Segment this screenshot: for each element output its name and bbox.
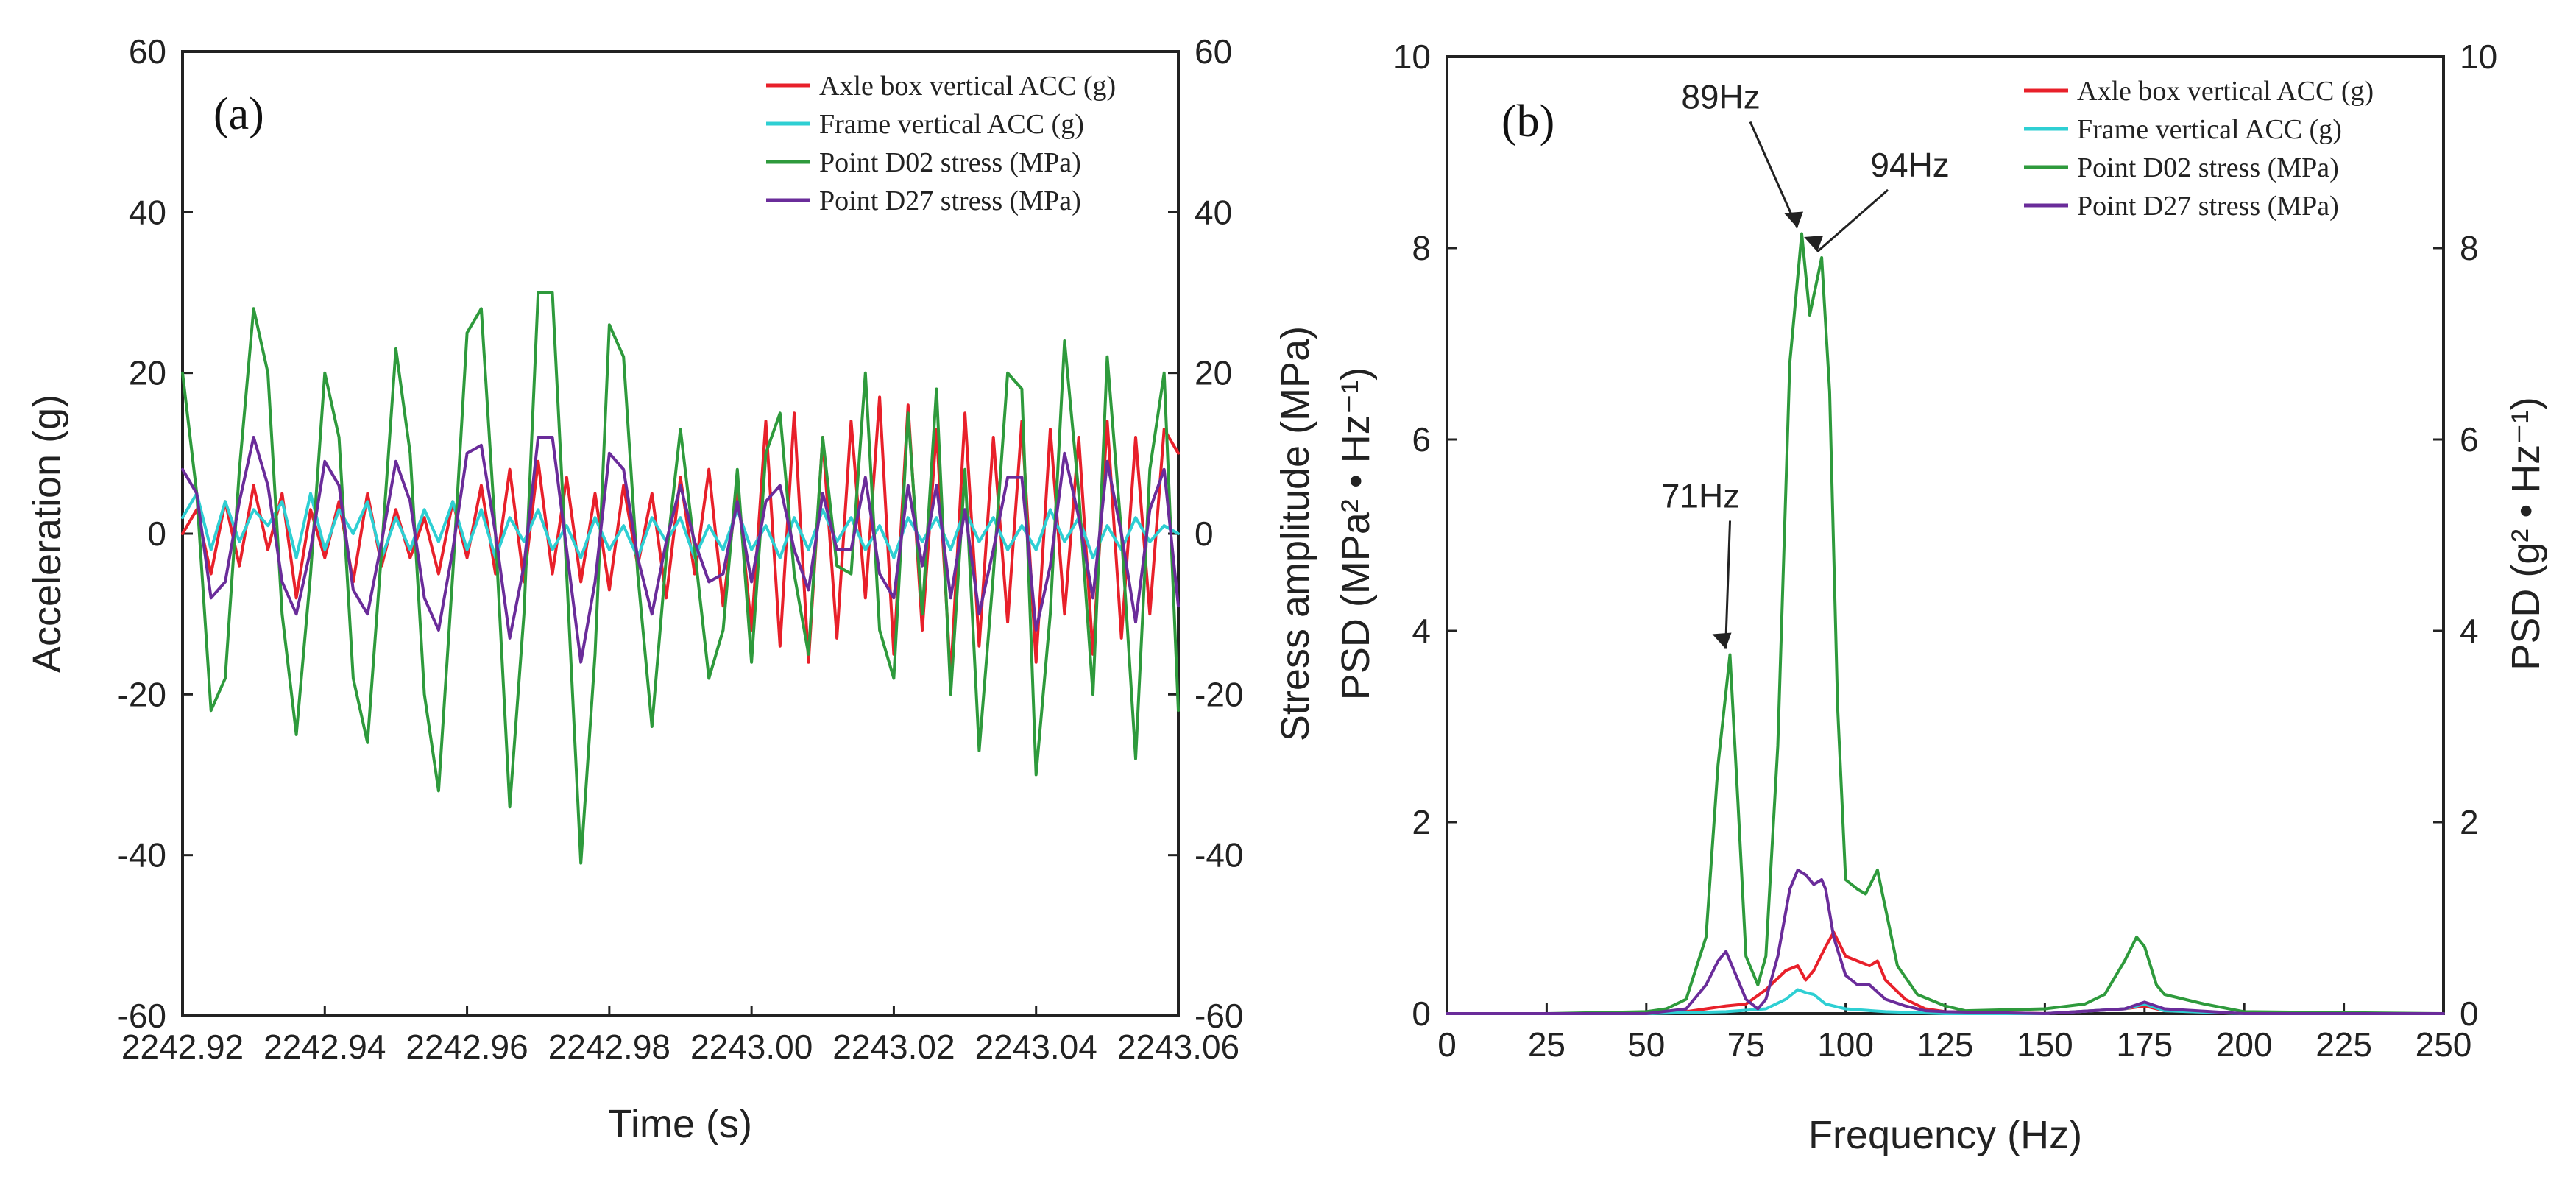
y-tick-label-right: 4	[2460, 612, 2479, 650]
panel-a-ylabel-right: Stress amplitude (MPa)	[1273, 326, 1317, 741]
x-tick-label: 75	[1727, 1025, 1765, 1064]
y-tick-label-right: 60	[1195, 32, 1232, 71]
panel-a-tag: (a)	[213, 89, 264, 139]
panel-b-xlabel: Frequency (Hz)	[1808, 1113, 2082, 1157]
y-tick-label: 2	[1412, 803, 1431, 841]
panel-b-tag: (b)	[1501, 96, 1554, 146]
x-tick-label: 100	[1817, 1025, 1874, 1064]
series-line-frame-vertical-acc-g	[181, 492, 1180, 559]
legend-entry: Point D27 stress (MPa)	[2077, 191, 2339, 222]
x-tick-label: 0	[1437, 1025, 1457, 1064]
x-tick-label: 2242.98	[548, 1028, 670, 1066]
y-tick-label-right: 2	[2460, 803, 2479, 841]
panel-b-series	[1446, 232, 2445, 1015]
x-tick-label: 200	[2216, 1025, 2273, 1064]
y-tick-label-right: 0	[2460, 994, 2479, 1033]
annotation-arrow	[1749, 121, 1799, 229]
annotation-arrow	[1816, 188, 1889, 253]
panel-a-legend: Axle box vertical ACC (g) Frame vertical …	[766, 71, 1116, 216]
panel-a-series	[181, 291, 1180, 865]
x-tick-label: 2242.92	[121, 1028, 244, 1066]
x-tick-label: 2243.02	[832, 1028, 955, 1066]
y-tick-label-right: 0	[1195, 515, 1214, 553]
y-tick-label: -60	[118, 997, 166, 1035]
panel-b-legend: Axle box vertical ACC (g) Frame vertical …	[2024, 76, 2374, 222]
annotation-arrowhead	[1712, 632, 1732, 649]
panel-a-y-ticks-right: 60 40 20 0 -20 -40 -60	[1168, 32, 1243, 1035]
annotation-label: 94Hz	[1870, 146, 1949, 184]
panel-b-y-ticks-right: 10 8 6 4 2 0	[2433, 38, 2497, 1033]
y-tick-label-right: -60	[1195, 997, 1243, 1035]
legend-entry: Axle box vertical ACC (g)	[2077, 76, 2374, 107]
series-line-point-d02-stress-mpa	[181, 291, 1180, 865]
y-tick-label-right: 40	[1195, 193, 1232, 231]
x-tick-label: 2242.96	[406, 1028, 528, 1066]
panel-b-x-ticks: 0 25 50 75 100 125 150 175 200 225 250	[1437, 1003, 2471, 1064]
y-tick-label-right: -20	[1195, 675, 1243, 713]
y-tick-label-right: 6	[2460, 420, 2479, 459]
panel-a-y-ticks: 60 40 20 0 -20 -40 -60	[118, 32, 193, 1035]
panel-a-ylabel: Acceleration (g)	[25, 395, 69, 673]
panel-a-xlabel: Time (s)	[608, 1102, 752, 1146]
x-tick-label: 25	[1528, 1025, 1565, 1064]
y-tick-label-right: 10	[2460, 38, 2497, 76]
x-tick-label: 50	[1627, 1025, 1665, 1064]
series-line-axle-box-vertical-acc-g	[1446, 930, 2445, 1015]
x-tick-label: 2242.94	[263, 1028, 386, 1066]
y-tick-label: 4	[1412, 612, 1431, 650]
y-tick-label-right: 8	[2460, 229, 2479, 267]
series-line-point-d27-stress-mpa	[1446, 869, 2445, 1015]
annotation-label: 71Hz	[1661, 477, 1740, 515]
y-tick-label: 0	[147, 515, 166, 553]
x-tick-label: 175	[2116, 1025, 2173, 1064]
x-tick-label: 2243.04	[975, 1028, 1097, 1066]
panel-a-x-ticks: 2242.92 2242.94 2242.96 2242.98 2243.00 2243.…	[121, 1006, 1239, 1066]
x-tick-label: 150	[2017, 1025, 2073, 1064]
y-tick-label: 40	[129, 193, 166, 231]
annotation-arrow	[1724, 520, 1732, 649]
x-tick-label: 250	[2416, 1025, 2472, 1064]
annotation-label: 89Hz	[1681, 78, 1760, 116]
y-tick-label: 6	[1412, 420, 1431, 459]
legend-entry: Point D02 stress (MPa)	[2077, 152, 2339, 183]
x-tick-label: 2243.00	[690, 1028, 813, 1066]
legend-entry: Frame vertical ACC (g)	[819, 109, 1084, 140]
y-tick-label-right: -40	[1195, 836, 1243, 874]
legend-entry: Point D02 stress (MPa)	[819, 147, 1081, 178]
y-tick-label: 0	[1412, 994, 1431, 1033]
x-tick-label: 225	[2315, 1025, 2372, 1064]
y-tick-label: 20	[129, 354, 166, 392]
y-tick-label: 60	[129, 32, 166, 71]
series-line-frame-vertical-acc-g	[1446, 988, 2445, 1015]
panel-b-annotations: 89Hz 94Hz 71Hz	[1661, 78, 1950, 649]
legend-entry: Frame vertical ACC (g)	[2077, 114, 2342, 145]
panel-b-y-ticks: 10 8 6 4 2 0	[1393, 38, 1457, 1033]
panel-b-ylabel: PSD (MPa² • Hz⁻¹)	[1334, 367, 1378, 700]
y-tick-label: 8	[1412, 229, 1431, 267]
y-tick-label: 10	[1393, 38, 1431, 76]
y-tick-label: -40	[118, 836, 166, 874]
legend-entry: Axle box vertical ACC (g)	[819, 71, 1116, 102]
y-tick-label: -20	[118, 675, 166, 713]
y-tick-label-right: 20	[1195, 354, 1232, 392]
x-tick-label: 2243.06	[1117, 1028, 1239, 1066]
panel-b: (b) Frequency (Hz) PSD (MPa² • Hz⁻¹) PSD…	[1334, 38, 2548, 1157]
series-line-point-d27-stress-mpa	[181, 436, 1180, 664]
annotation-arrowhead	[1784, 211, 1804, 228]
annotation-arrowhead	[1804, 236, 1824, 252]
panel-b-ylabel-right: PSD (g² • Hz⁻¹)	[2504, 397, 2548, 670]
x-tick-label: 125	[1917, 1025, 1974, 1064]
series-line-point-d02-stress-mpa	[1446, 232, 2445, 1015]
legend-entry: Point D27 stress (MPa)	[819, 185, 1081, 216]
panel-a: (a) Time (s) Acceleration (g) Stress amp…	[25, 32, 1317, 1146]
